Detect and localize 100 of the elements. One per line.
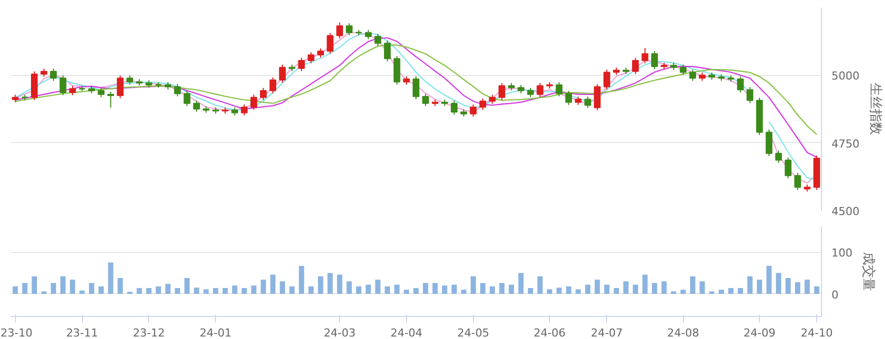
bar (356, 286, 362, 294)
bar (747, 276, 753, 294)
bar (270, 274, 276, 294)
bar (156, 286, 162, 294)
bar (795, 282, 800, 294)
candlestick (30, 70, 38, 101)
bar (12, 286, 18, 294)
bar (490, 286, 495, 294)
candlestick (412, 76, 420, 100)
candlestick (470, 104, 477, 118)
bar (499, 283, 504, 294)
candlestick (479, 98, 486, 110)
bar (318, 276, 324, 294)
candlestick (422, 93, 429, 107)
bar (242, 288, 247, 294)
candlestick (584, 96, 592, 108)
bar (594, 280, 600, 294)
candlestick (536, 82, 544, 98)
y-tick-label: 4750 (832, 137, 860, 150)
candlestick (184, 90, 190, 107)
bar (623, 281, 629, 294)
candlestick (746, 86, 754, 104)
bar (108, 262, 114, 294)
candlestick (394, 55, 400, 86)
candlestick (384, 40, 391, 62)
candlestick (270, 76, 276, 94)
bar (566, 286, 572, 294)
bar (652, 283, 658, 294)
x-tick-label: 24-05 (457, 326, 490, 339)
bar (546, 289, 552, 294)
bar (346, 281, 352, 294)
bar (60, 276, 66, 294)
candlestick (374, 33, 382, 46)
candlestick (308, 52, 314, 64)
x-tick-label: 24-09 (744, 326, 776, 339)
candlestick (107, 91, 114, 108)
bar (432, 283, 438, 294)
bar (213, 288, 218, 294)
bar (642, 274, 648, 294)
candlestick (784, 156, 792, 179)
bar (766, 266, 772, 294)
bar (480, 283, 486, 294)
candlestick (336, 22, 344, 39)
bar (718, 290, 724, 294)
bar (251, 286, 256, 294)
x-tick-label: 24-07 (590, 326, 623, 339)
bar (203, 289, 209, 294)
bar (690, 276, 696, 294)
bar (804, 280, 810, 294)
candlestick (651, 50, 658, 70)
bar (614, 288, 619, 294)
bar (785, 278, 791, 294)
y-axis-title: 生丝指数 (867, 83, 882, 135)
candlestick (116, 74, 124, 99)
bar (700, 281, 705, 294)
bar (756, 280, 762, 294)
bar (404, 290, 410, 294)
bar (50, 283, 56, 294)
candlestick (527, 87, 534, 98)
bar (585, 284, 590, 294)
y-tick-label: 0 (832, 288, 838, 302)
bar (528, 288, 534, 294)
candlestick (69, 85, 76, 96)
candlestick (364, 29, 372, 40)
candlestick (98, 87, 105, 98)
candlestick (556, 82, 562, 97)
bar (194, 288, 200, 294)
x-tick-label: 24-01 (200, 326, 232, 339)
candlestick (193, 100, 200, 112)
bar (452, 284, 457, 294)
candlestick (279, 64, 286, 84)
candlestick (689, 68, 696, 82)
x-tick-label: 24-06 (534, 326, 566, 339)
bar (165, 284, 171, 294)
candlestick (126, 74, 134, 86)
bar (738, 288, 744, 294)
bar (632, 284, 638, 294)
candlestick (250, 94, 258, 110)
bar (470, 276, 476, 294)
bar (260, 280, 266, 294)
x-tick-label: 23-11 (66, 326, 98, 339)
candlestick (603, 68, 610, 90)
bar (337, 274, 342, 294)
bar (79, 290, 85, 294)
candlestick (594, 84, 601, 111)
bar (576, 289, 581, 294)
bar (394, 284, 400, 294)
bar (22, 283, 28, 294)
candlestick (50, 68, 57, 82)
y-tick-label: 5000 (832, 70, 860, 83)
candlestick (346, 22, 353, 36)
bar (328, 272, 333, 294)
bar (709, 291, 714, 294)
bar (41, 291, 47, 294)
candlestick (60, 74, 66, 96)
candlestick (632, 57, 639, 75)
bar (70, 280, 76, 294)
y-axis-title: 成交量 (860, 252, 876, 291)
bar (118, 278, 123, 294)
bar (556, 288, 562, 294)
